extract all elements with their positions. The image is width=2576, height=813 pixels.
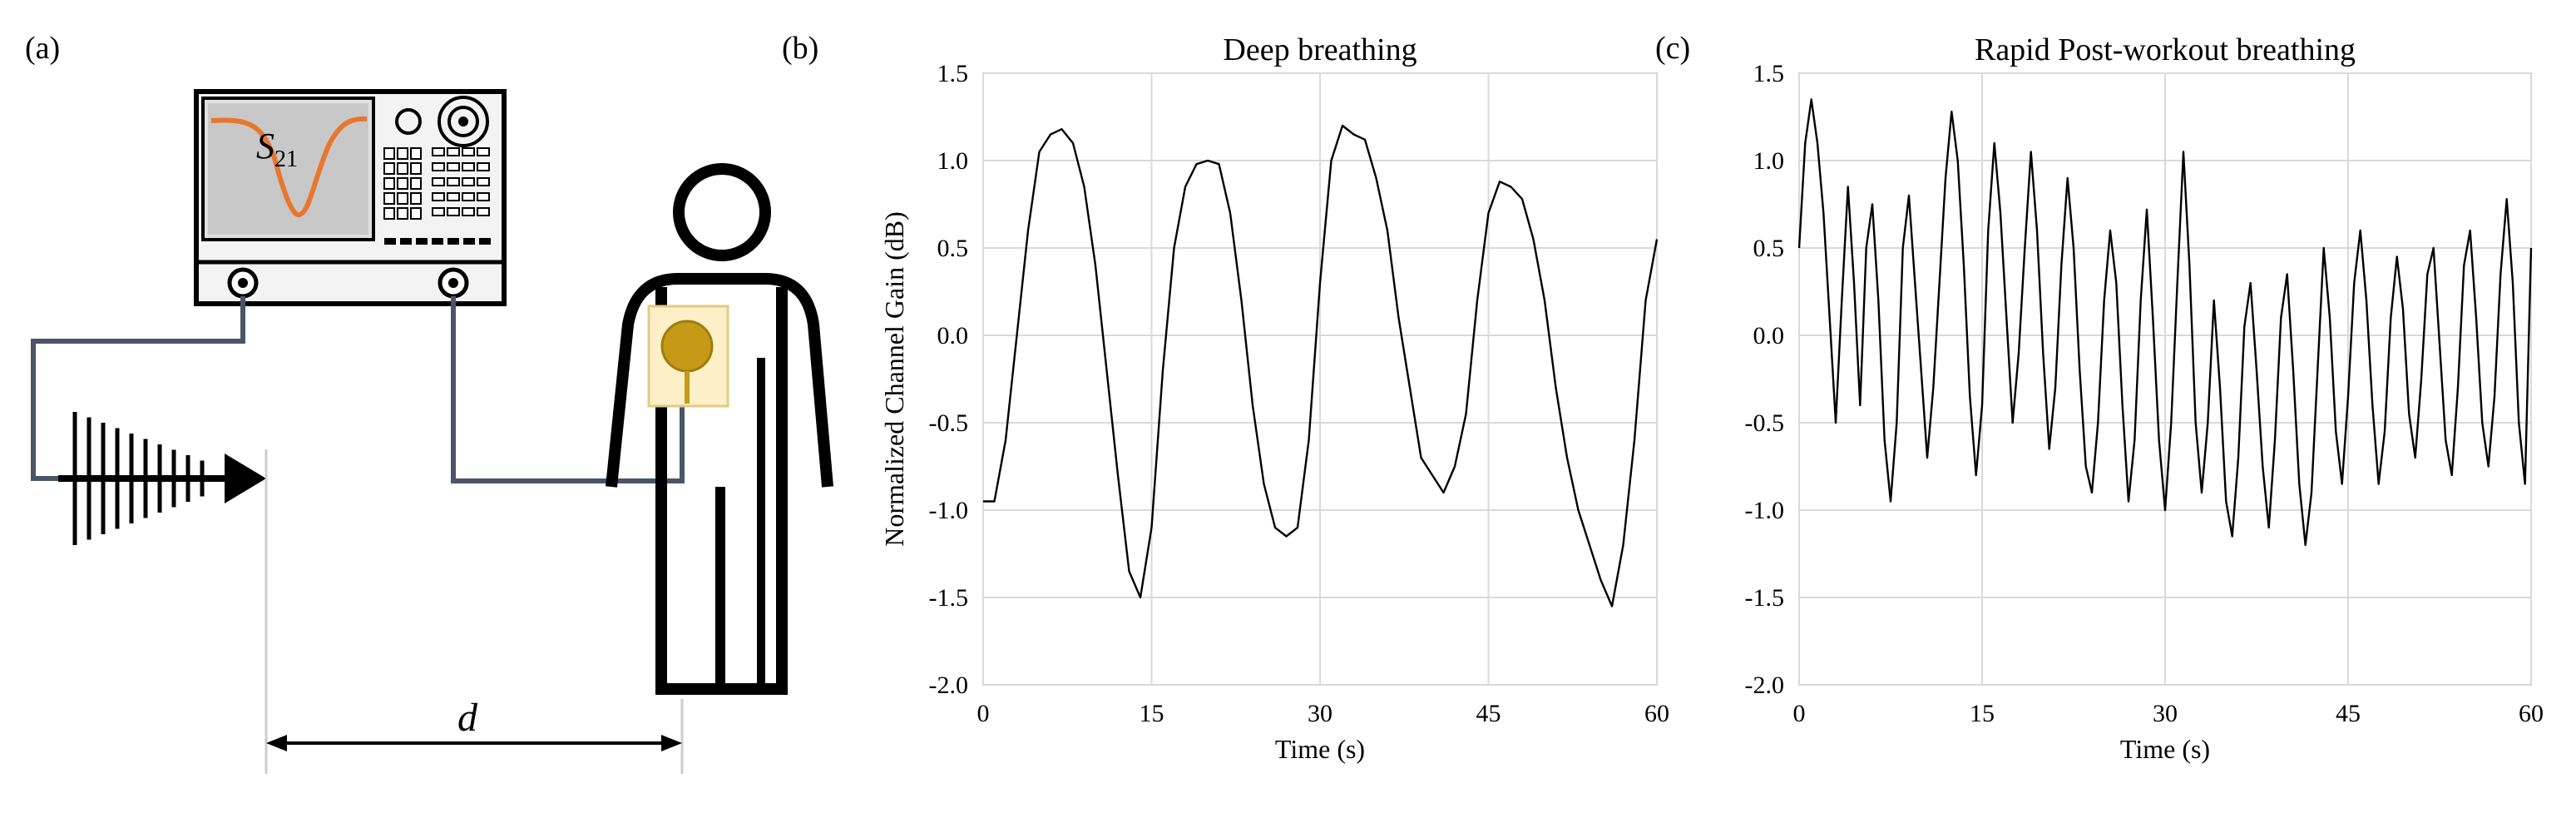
analyzer-softkey [447, 238, 459, 245]
person-torso-arms [606, 273, 833, 488]
b-xtick-label: 0 [977, 700, 990, 727]
analyzer-key [383, 207, 395, 220]
c-chart-title: Rapid Post-workout breathing [1975, 32, 2356, 67]
analyzer-key [383, 177, 395, 190]
c-ytick-label: -2.0 [1745, 672, 1785, 699]
cable-port2 [451, 296, 685, 483]
c-ytick-label: -1.5 [1745, 584, 1785, 612]
analyzer-key [410, 177, 422, 190]
panel-a-label: (a) [25, 31, 60, 66]
analyzer-key [397, 192, 408, 205]
analyzer-key [462, 147, 475, 156]
analyzer-key [383, 162, 395, 175]
c-series-line [1797, 98, 2533, 547]
analyzer-softkey [479, 238, 491, 245]
c-xtick-label: 15 [1970, 700, 1995, 727]
c-xtick-label: 30 [2153, 700, 2178, 727]
b-xtick-label: 30 [1308, 700, 1332, 727]
analyzer-key [432, 147, 445, 156]
b-ytick-label: -2.0 [929, 672, 969, 699]
network-analyzer-icon: S21 [194, 89, 507, 306]
b-chart-title: Deep breathing [1223, 32, 1417, 67]
c-xtick-label: 45 [2336, 700, 2361, 727]
antenna-icon [58, 412, 266, 545]
analyzer-key [432, 177, 445, 186]
analyzer-key [447, 192, 460, 201]
person-icon [606, 163, 833, 695]
b-series-line [983, 124, 1659, 607]
analyzer-key [477, 192, 490, 201]
analyzer-softkey [384, 238, 396, 245]
analyzer-key [397, 207, 408, 220]
analyzer-key [462, 207, 475, 216]
analyzer-key [397, 147, 408, 160]
b-ytick-label: -0.5 [929, 409, 969, 437]
c-ytick-label: -1.0 [1745, 497, 1785, 524]
c-ytick-label: 0.0 [1753, 322, 1785, 349]
analyzer-key [410, 207, 422, 220]
analyzer-key [462, 162, 475, 171]
b-ytick-label: 1.5 [937, 60, 969, 87]
c-ytick-label: -0.5 [1745, 409, 1785, 437]
analyzer-key [462, 192, 475, 201]
b-x-axis-label: Time (s) [1275, 734, 1365, 764]
analyzer-softkey [463, 238, 475, 245]
b-ytick-label: 1.0 [937, 147, 969, 175]
b-ytick-label: 0.5 [937, 235, 969, 262]
analyzer-key [397, 177, 408, 190]
panel-a-setup: (a) S21 [25, 31, 833, 774]
analyzer-softkey [416, 238, 428, 245]
b-ytick-label: -1.0 [929, 497, 969, 524]
analyzer-key [447, 177, 460, 186]
analyzer-key [432, 192, 445, 201]
analyzer-key [447, 162, 460, 171]
panel-c-label: (c) [1655, 31, 1690, 66]
c-ytick-label: 1.0 [1753, 147, 1785, 175]
knob-large-icon [438, 96, 489, 147]
analyzer-softkey [432, 238, 443, 245]
analyzer-key [410, 192, 422, 205]
c-xtick-label: 60 [2519, 700, 2544, 727]
b-ytick-label: -1.5 [929, 584, 969, 612]
analyzer-key [462, 177, 475, 186]
chart-deep-breathing: (b) 0 15 30 45 60 1.5 1.0 0.5 0.0 -0.5 -1.0 -1.5 -2.… [782, 31, 1669, 764]
analyzer-key [477, 162, 490, 171]
c-ytick-label: 0.5 [1753, 235, 1785, 262]
analyzer-keypad [383, 147, 491, 245]
analyzer-key [383, 192, 395, 205]
b-xtick-label: 15 [1140, 700, 1164, 727]
b-ytick-label: 0.0 [937, 322, 969, 349]
analyzer-key [447, 207, 460, 216]
knob-small-icon [395, 108, 422, 135]
analyzer-key [397, 162, 408, 175]
analyzer-key [410, 147, 422, 160]
analyzer-key [477, 147, 490, 156]
analyzer-key [477, 177, 490, 186]
analyzer-key [432, 207, 445, 216]
s21-trace [210, 116, 368, 217]
person-head [673, 163, 771, 261]
distance-annotation: d [265, 449, 684, 774]
analyzer-key [477, 207, 490, 216]
c-x-axis-label: Time (s) [2120, 734, 2210, 764]
c-xtick-label: 0 [1793, 700, 1806, 727]
analyzer-key [383, 147, 395, 160]
b-xtick-label: 45 [1476, 700, 1501, 727]
panel-b-label: (b) [782, 31, 818, 66]
analyzer-key [447, 147, 460, 156]
b-y-axis-label: Normalized Channel Gain (dB) [879, 211, 909, 547]
distance-label: d [457, 696, 478, 740]
cable-port1 [31, 296, 245, 481]
c-ytick-label: 1.5 [1753, 60, 1785, 87]
analyzer-key [432, 162, 445, 171]
chart-rapid-breathing: (c) 0 15 30 45 60 1.5 1.0 0.5 0.0 -0.5 -1.0 -1.5 -2.… [1655, 31, 2544, 764]
wearable-tag-icon [660, 320, 714, 373]
s21-label: S21 [256, 126, 298, 172]
analyzer-key [410, 162, 422, 175]
b-xtick-label: 60 [1644, 700, 1669, 727]
analyzer-softkey [400, 238, 412, 245]
